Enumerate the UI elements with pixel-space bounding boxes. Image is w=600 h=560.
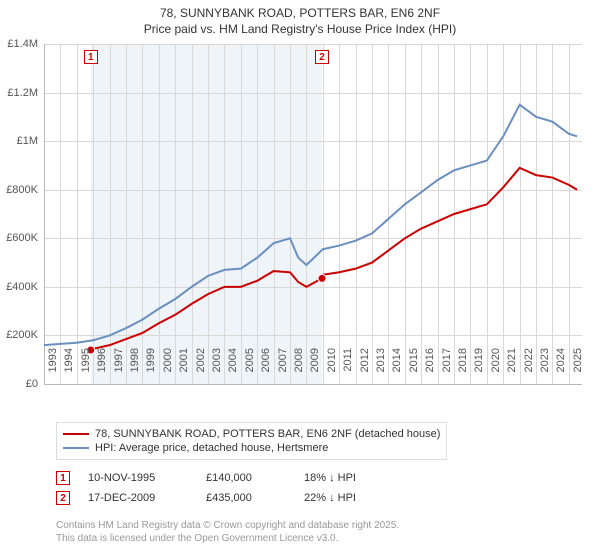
transaction-date: 17-DEC-2009 [88, 492, 188, 504]
property-line [91, 168, 577, 350]
x-tick-label: 1996 [96, 348, 108, 388]
chart-marker-box: 2 [315, 50, 329, 64]
x-tick-label: 2023 [539, 348, 551, 388]
transaction-price: £435,000 [206, 492, 286, 504]
legend-item: HPI: Average price, detached house, Hert… [63, 441, 440, 455]
x-tick-label: 2000 [162, 348, 174, 388]
transaction-price: £140,000 [206, 472, 286, 484]
y-tick-label: £1M [0, 135, 38, 147]
x-tick-label: 2007 [277, 348, 289, 388]
x-tick-label: 1993 [47, 348, 59, 388]
x-tick-label: 2002 [195, 348, 207, 388]
transaction-date: 10-NOV-1995 [88, 472, 188, 484]
x-tick-label: 2006 [260, 348, 272, 388]
x-tick-label: 2022 [523, 348, 535, 388]
hpi-line [44, 105, 577, 345]
x-tick-label: 1994 [63, 348, 75, 388]
transactions-table: 1 10-NOV-1995 £140,000 18% ↓ HPI 2 17-DE… [56, 468, 394, 508]
x-tick-label: 2024 [555, 348, 567, 388]
x-tick-label: 2008 [293, 348, 305, 388]
x-tick-label: 2012 [359, 348, 371, 388]
legend-box: 78, SUNNYBANK ROAD, POTTERS BAR, EN6 2NF… [56, 422, 447, 460]
x-tick-label: 2019 [473, 348, 485, 388]
x-tick-label: 1995 [80, 348, 92, 388]
x-tick-label: 2020 [490, 348, 502, 388]
transaction-marker: 1 [56, 471, 70, 485]
chart-plot-area: 12 £0£200K£400K£600K£800K£1M£1.2M£1.4M 1… [44, 44, 582, 384]
title-line1: 78, SUNNYBANK ROAD, POTTERS BAR, EN6 2NF [0, 6, 600, 22]
legend-swatch [63, 433, 89, 435]
x-tick-label: 2025 [572, 348, 584, 388]
x-tick-label: 2016 [424, 348, 436, 388]
x-tick-label: 1997 [113, 348, 125, 388]
legend-label: 78, SUNNYBANK ROAD, POTTERS BAR, EN6 2NF… [95, 428, 440, 440]
y-tick-label: £800K [0, 184, 38, 196]
legend-swatch [63, 447, 89, 449]
y-tick-label: £1.4M [0, 38, 38, 50]
footnote-line2: This data is licensed under the Open Gov… [56, 533, 399, 546]
y-tick-label: £600K [0, 232, 38, 244]
y-tick-label: £400K [0, 281, 38, 293]
y-tick-label: £200K [0, 329, 38, 341]
transaction-marker: 2 [56, 491, 70, 505]
x-tick-label: 1999 [145, 348, 157, 388]
x-tick-label: 2004 [227, 348, 239, 388]
chart-svg [44, 44, 582, 384]
transaction-dot [318, 274, 326, 282]
legend-label: HPI: Average price, detached house, Hert… [95, 442, 328, 454]
x-tick-label: 2009 [309, 348, 321, 388]
x-tick-label: 1998 [129, 348, 141, 388]
transaction-diff: 18% ↓ HPI [304, 472, 394, 484]
title-line2: Price paid vs. HM Land Registry's House … [0, 22, 600, 38]
x-tick-label: 2015 [408, 348, 420, 388]
x-tick-label: 2017 [441, 348, 453, 388]
x-tick-label: 2013 [375, 348, 387, 388]
x-tick-label: 2010 [326, 348, 338, 388]
footnote: Contains HM Land Registry data © Crown c… [56, 520, 399, 545]
x-tick-label: 2003 [211, 348, 223, 388]
x-tick-label: 2001 [178, 348, 190, 388]
table-row: 2 17-DEC-2009 £435,000 22% ↓ HPI [56, 488, 394, 508]
x-tick-label: 2005 [244, 348, 256, 388]
transaction-diff: 22% ↓ HPI [304, 492, 394, 504]
x-tick-label: 2018 [457, 348, 469, 388]
x-tick-label: 2021 [506, 348, 518, 388]
chart-marker-box: 1 [84, 50, 98, 64]
table-row: 1 10-NOV-1995 £140,000 18% ↓ HPI [56, 468, 394, 488]
footnote-line1: Contains HM Land Registry data © Crown c… [56, 520, 399, 533]
y-tick-label: £0 [0, 378, 38, 390]
x-tick-label: 2011 [342, 348, 354, 388]
chart-title: 78, SUNNYBANK ROAD, POTTERS BAR, EN6 2NF… [0, 0, 600, 37]
x-tick-label: 2014 [391, 348, 403, 388]
legend-item: 78, SUNNYBANK ROAD, POTTERS BAR, EN6 2NF… [63, 427, 440, 441]
y-tick-label: £1.2M [0, 87, 38, 99]
